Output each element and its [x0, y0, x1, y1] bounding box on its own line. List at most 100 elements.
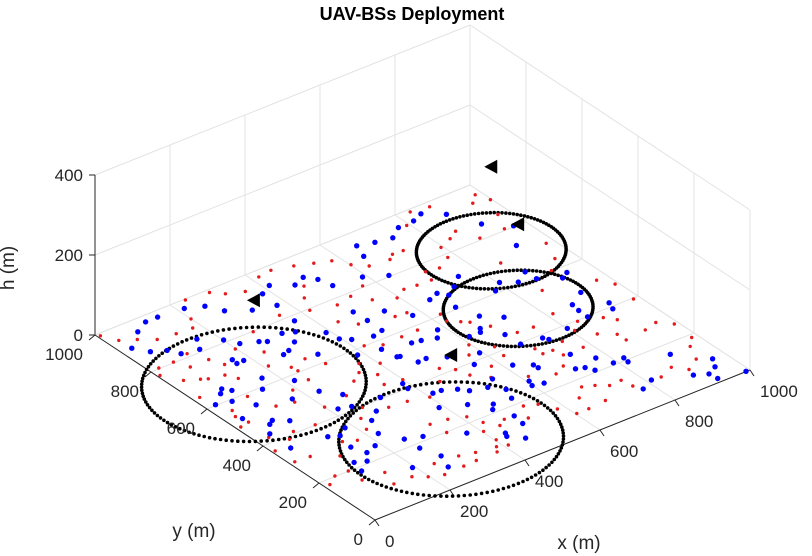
coverage-dot — [180, 340, 184, 344]
back-wall-grid-line — [94, 24, 471, 176]
user-point-blue — [292, 282, 298, 288]
user-point-red — [359, 416, 363, 421]
user-point-red — [274, 404, 278, 408]
coverage-circle — [414, 210, 568, 291]
user-point-red — [273, 449, 277, 453]
coverage-dot — [314, 428, 319, 433]
coverage-dot — [551, 339, 555, 344]
coverage-dot — [544, 465, 548, 470]
coverage-dot — [349, 465, 354, 470]
user-point-blue — [564, 325, 570, 332]
user-point-red — [445, 319, 449, 323]
coverage-dot — [336, 418, 341, 423]
user-point-blue — [584, 314, 591, 320]
coverage-dot — [462, 281, 467, 285]
coverage-dot — [558, 422, 563, 427]
coverage-dot — [173, 425, 178, 429]
coverage-dot — [534, 269, 539, 273]
coverage-dot — [578, 284, 583, 288]
coverage-dot — [542, 403, 547, 408]
user-point-blue — [410, 312, 416, 319]
user-point-blue — [147, 349, 154, 355]
coverage-dot — [230, 439, 234, 443]
y-tick-mark — [312, 482, 320, 489]
coverage-dot — [556, 452, 561, 456]
user-point-blue — [485, 384, 491, 390]
user-point-red — [669, 365, 673, 369]
coverage-dot — [526, 215, 530, 219]
y-tick-label: 600 — [167, 419, 195, 438]
coverage-dot — [342, 346, 346, 351]
coverage-dot — [474, 492, 478, 497]
user-point-blue — [274, 302, 280, 308]
user-point-blue — [202, 303, 208, 309]
coverage-dot — [538, 219, 543, 223]
user-point-blue — [490, 406, 496, 413]
user-point-blue — [546, 336, 552, 343]
user-point-blue — [381, 308, 388, 314]
coverage-dot — [535, 399, 540, 403]
user-point-red — [155, 337, 159, 342]
user-point-red — [336, 320, 340, 324]
user-point-blue — [503, 386, 509, 393]
user-point-blue — [610, 306, 616, 312]
user-point-blue — [234, 360, 240, 367]
user-point-blue — [264, 338, 271, 345]
user-point-red — [577, 396, 581, 400]
coverage-dot — [459, 380, 464, 384]
coverage-circle — [139, 325, 369, 444]
user-point-blue — [533, 276, 540, 282]
coverage-dot — [507, 268, 512, 273]
coverage-dot — [323, 425, 328, 429]
user-point-blue — [237, 340, 243, 347]
coverage-dot — [480, 211, 485, 215]
right-wall-grid-line — [469, 104, 751, 291]
coverage-dot — [199, 333, 204, 337]
coverage-dot — [207, 435, 212, 440]
coverage-dot — [481, 273, 486, 278]
coverage-dot — [479, 340, 484, 345]
user-point-red — [355, 438, 360, 442]
coverage-dot — [542, 270, 546, 274]
coverage-dot — [492, 210, 497, 215]
coverage-dot — [507, 211, 512, 216]
user-point-blue — [217, 391, 224, 397]
coverage-dot — [192, 432, 196, 436]
user-point-blue — [621, 355, 627, 361]
coverage-dot — [537, 470, 542, 475]
user-point-blue — [256, 338, 262, 345]
user-point-blue — [443, 211, 450, 217]
coverage-dot — [364, 379, 369, 384]
user-point-blue — [476, 313, 483, 319]
user-point-red — [400, 335, 404, 339]
coverage-dot — [355, 403, 359, 407]
user-point-blue — [438, 453, 444, 459]
user-point-red — [395, 296, 399, 300]
coverage-dot — [525, 477, 530, 482]
coverage-dot — [361, 394, 365, 398]
coverage-dot — [561, 440, 565, 444]
floor-grid-line — [169, 304, 451, 491]
coverage-dot — [443, 279, 447, 284]
coverage-dot — [462, 493, 467, 498]
user-point-red — [555, 407, 560, 411]
coverage-dot — [364, 376, 368, 381]
coverage-dot — [444, 219, 449, 223]
user-point-red — [445, 430, 449, 435]
user-point-red — [338, 454, 342, 458]
coverage-dot — [427, 493, 432, 498]
coverage-circle — [337, 380, 566, 499]
user-point-blue — [535, 365, 541, 371]
user-point-red — [405, 311, 409, 315]
coverage-dot — [182, 428, 187, 433]
coverage-dot — [561, 431, 565, 435]
coverage-dot — [482, 382, 487, 386]
user-point-red — [277, 313, 282, 317]
coverage-dot — [565, 276, 570, 281]
user-point-red — [291, 388, 295, 392]
user-point-red — [322, 405, 327, 409]
user-point-red — [198, 395, 202, 400]
y-axis-line — [94, 334, 376, 521]
coverage-dot — [299, 433, 303, 438]
user-point-blue — [478, 221, 485, 227]
